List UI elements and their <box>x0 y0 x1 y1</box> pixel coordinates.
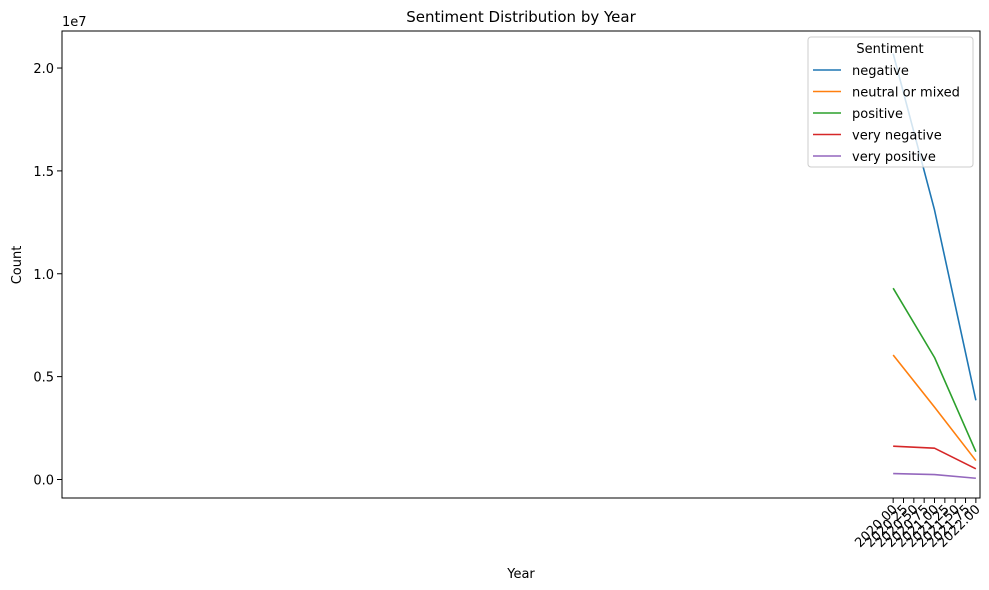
plot-area <box>61 30 981 499</box>
legend-label: positive <box>852 107 903 122</box>
legend: Sentiment negative neutral or mixed positi… <box>807 36 974 168</box>
legend-title: Sentiment <box>856 42 923 57</box>
y-axis: 0.0 0.5 1.0 1.5 2.0 <box>33 62 62 488</box>
x-axis: 2020.002020.252020.502020.752021.002021.… <box>852 498 984 551</box>
legend-label: negative <box>852 64 909 79</box>
legend-label: very negative <box>852 129 942 144</box>
legend-box <box>807 36 974 168</box>
series-line-very-negative <box>893 445 977 470</box>
chart-title: Sentiment Distribution by Year <box>406 8 636 26</box>
y-tick-label: 1.5 <box>33 165 54 180</box>
series-line-neutral-or-mixed <box>892 354 977 462</box>
y-tick-label: 0.5 <box>33 371 54 386</box>
legend-label: neutral or mixed <box>852 86 960 101</box>
y-axis-label: Count <box>10 246 25 285</box>
legend-label: very positive <box>852 150 936 165</box>
x-axis-label: Year <box>506 567 535 582</box>
y-tick-label: 2.0 <box>33 62 54 77</box>
series-line-positive <box>892 287 977 453</box>
series-line-very-positive <box>893 472 976 480</box>
series-lines <box>892 53 977 480</box>
y-tick-label: 1.0 <box>33 268 54 283</box>
y-offset-label: 1e7 <box>62 15 87 30</box>
y-tick-label: 0.0 <box>33 473 54 488</box>
